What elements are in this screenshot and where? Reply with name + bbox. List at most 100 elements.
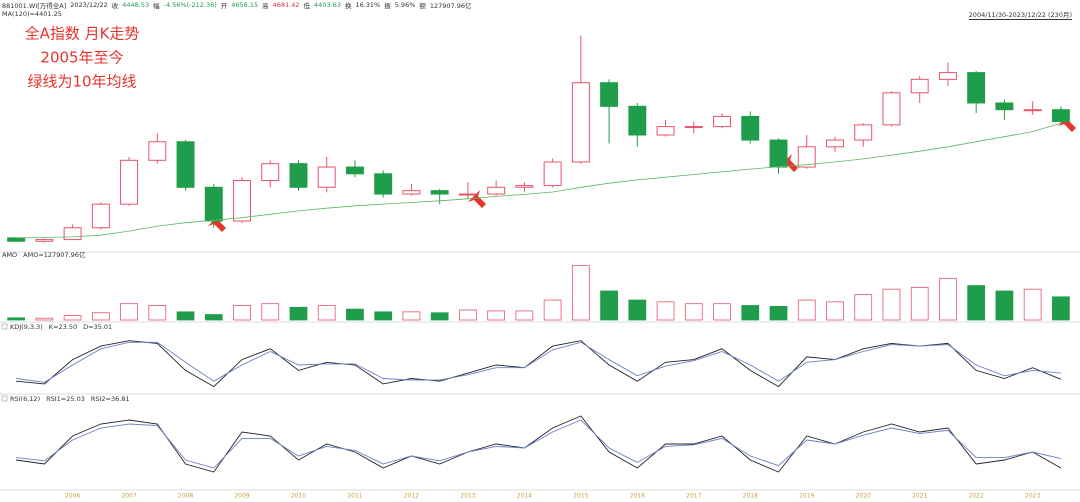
volume-bar [543, 299, 562, 321]
volume-bar [684, 303, 703, 321]
volume-bar [487, 310, 506, 321]
candle-body [769, 139, 788, 168]
volume-bar [317, 305, 336, 321]
volume-bar [233, 305, 251, 321]
volume-bar [939, 277, 957, 321]
label: 幅 [153, 2, 160, 10]
candle-body [176, 141, 195, 188]
candle-body [684, 126, 703, 129]
annotation: 绿线为10年均线 [27, 73, 136, 91]
x-tick-label: 2008 [178, 493, 193, 500]
x-tick-label: 2007 [121, 493, 136, 500]
volume-bar [120, 303, 138, 321]
x-tick-label: 2020 [856, 493, 871, 500]
volume-bar [91, 312, 110, 321]
candle-body [967, 72, 986, 104]
candle-body [233, 180, 251, 222]
help-icon[interactable] [1, 323, 8, 330]
legend-label: D=35.01 [83, 323, 112, 331]
candle-body [120, 159, 139, 205]
candle-body [938, 72, 957, 80]
date-range[interactable]: 2004/11/30-2023/12/22 (230月) [968, 11, 1072, 20]
x-tick-label: 2023 [1025, 493, 1040, 500]
x-tick-label: 2018 [743, 493, 758, 500]
x-tick-label: 2019 [799, 493, 814, 500]
value: 4448.53 [122, 1, 150, 9]
candle-body [35, 239, 54, 242]
volume-bar [7, 317, 25, 321]
legend-label: AMO=127907.96亿 [23, 250, 86, 259]
x-tick-label: 2014 [517, 493, 532, 500]
legend-label: RSI2=36.81 [91, 395, 130, 403]
legend-label: KDJ(9,3,3) [10, 323, 43, 331]
quote-header: 881001.WI[万得全A] 2023/12/22 收 4448.53 幅 -4.… [2, 0, 472, 10]
volume-bar [797, 299, 816, 321]
candle-body [600, 82, 619, 107]
indicator-line [16, 341, 1061, 383]
candle-body [91, 203, 110, 229]
value: 4403.63 [314, 1, 341, 9]
volume-bar [430, 312, 449, 321]
volume-bar [854, 294, 873, 321]
x-tick-label: 2017 [686, 493, 701, 500]
annotation: 全A指数 月K走势 [25, 25, 140, 43]
x-tick-label: 2015 [573, 493, 588, 500]
volume-bar [600, 290, 618, 321]
volume-bar [63, 315, 82, 321]
candle-body [317, 166, 336, 188]
candle-body [458, 193, 477, 196]
date: 2023/12/22 [70, 1, 108, 9]
volume-bar [741, 305, 760, 321]
arrow [208, 214, 226, 232]
volume-bar [967, 285, 986, 321]
candle-body [345, 166, 364, 175]
volume-bar [176, 311, 195, 321]
volume-bar [882, 288, 901, 321]
x-tick-label: 2016 [630, 493, 645, 500]
candle-body [261, 163, 280, 182]
value: 4681.42 [272, 1, 300, 9]
volume-bar [261, 303, 280, 321]
indicator-line [16, 415, 1062, 473]
x-tick-label: 2010 [291, 493, 306, 500]
volume-bar [374, 311, 393, 321]
x-tick-label: 2009 [234, 493, 249, 500]
candle-body [882, 92, 901, 126]
x-tick-label: 2011 [347, 493, 362, 500]
candle-body [430, 190, 449, 195]
x-tick-label: 2012 [404, 493, 419, 500]
volume-bar [204, 314, 223, 321]
volume-bar [1023, 288, 1042, 321]
indicator-line [16, 340, 1062, 388]
candle-body [628, 105, 647, 136]
candle-body [656, 126, 675, 136]
label: 额 [419, 2, 426, 10]
volume-bar [35, 317, 54, 321]
legend-label: MA(120)=4401.25 [2, 10, 62, 18]
candle-body [797, 146, 816, 168]
volume-bar [656, 301, 675, 321]
annotation: 2005年至今 [40, 49, 123, 67]
candle-body [1051, 109, 1070, 123]
value: 16.31% [355, 1, 381, 9]
arrow [468, 190, 486, 208]
label: 振 [384, 2, 391, 10]
ma-line [16, 122, 1062, 239]
x-tick-label: 2013 [460, 493, 475, 500]
arrow [1058, 114, 1076, 132]
help-icon[interactable] [1, 395, 8, 402]
label: 低 [303, 2, 311, 10]
candle-body [543, 161, 562, 187]
candle-body [402, 190, 421, 195]
label: 高 [262, 2, 269, 10]
volume-bar [515, 310, 534, 321]
legend-label: AMO [2, 251, 17, 259]
candle-body [63, 227, 82, 241]
candle-body [741, 115, 760, 141]
candle-body [515, 185, 534, 188]
volume-bar [628, 299, 647, 321]
label: 换 [344, 2, 352, 10]
candle-body [148, 141, 167, 161]
candle-body [7, 237, 26, 242]
